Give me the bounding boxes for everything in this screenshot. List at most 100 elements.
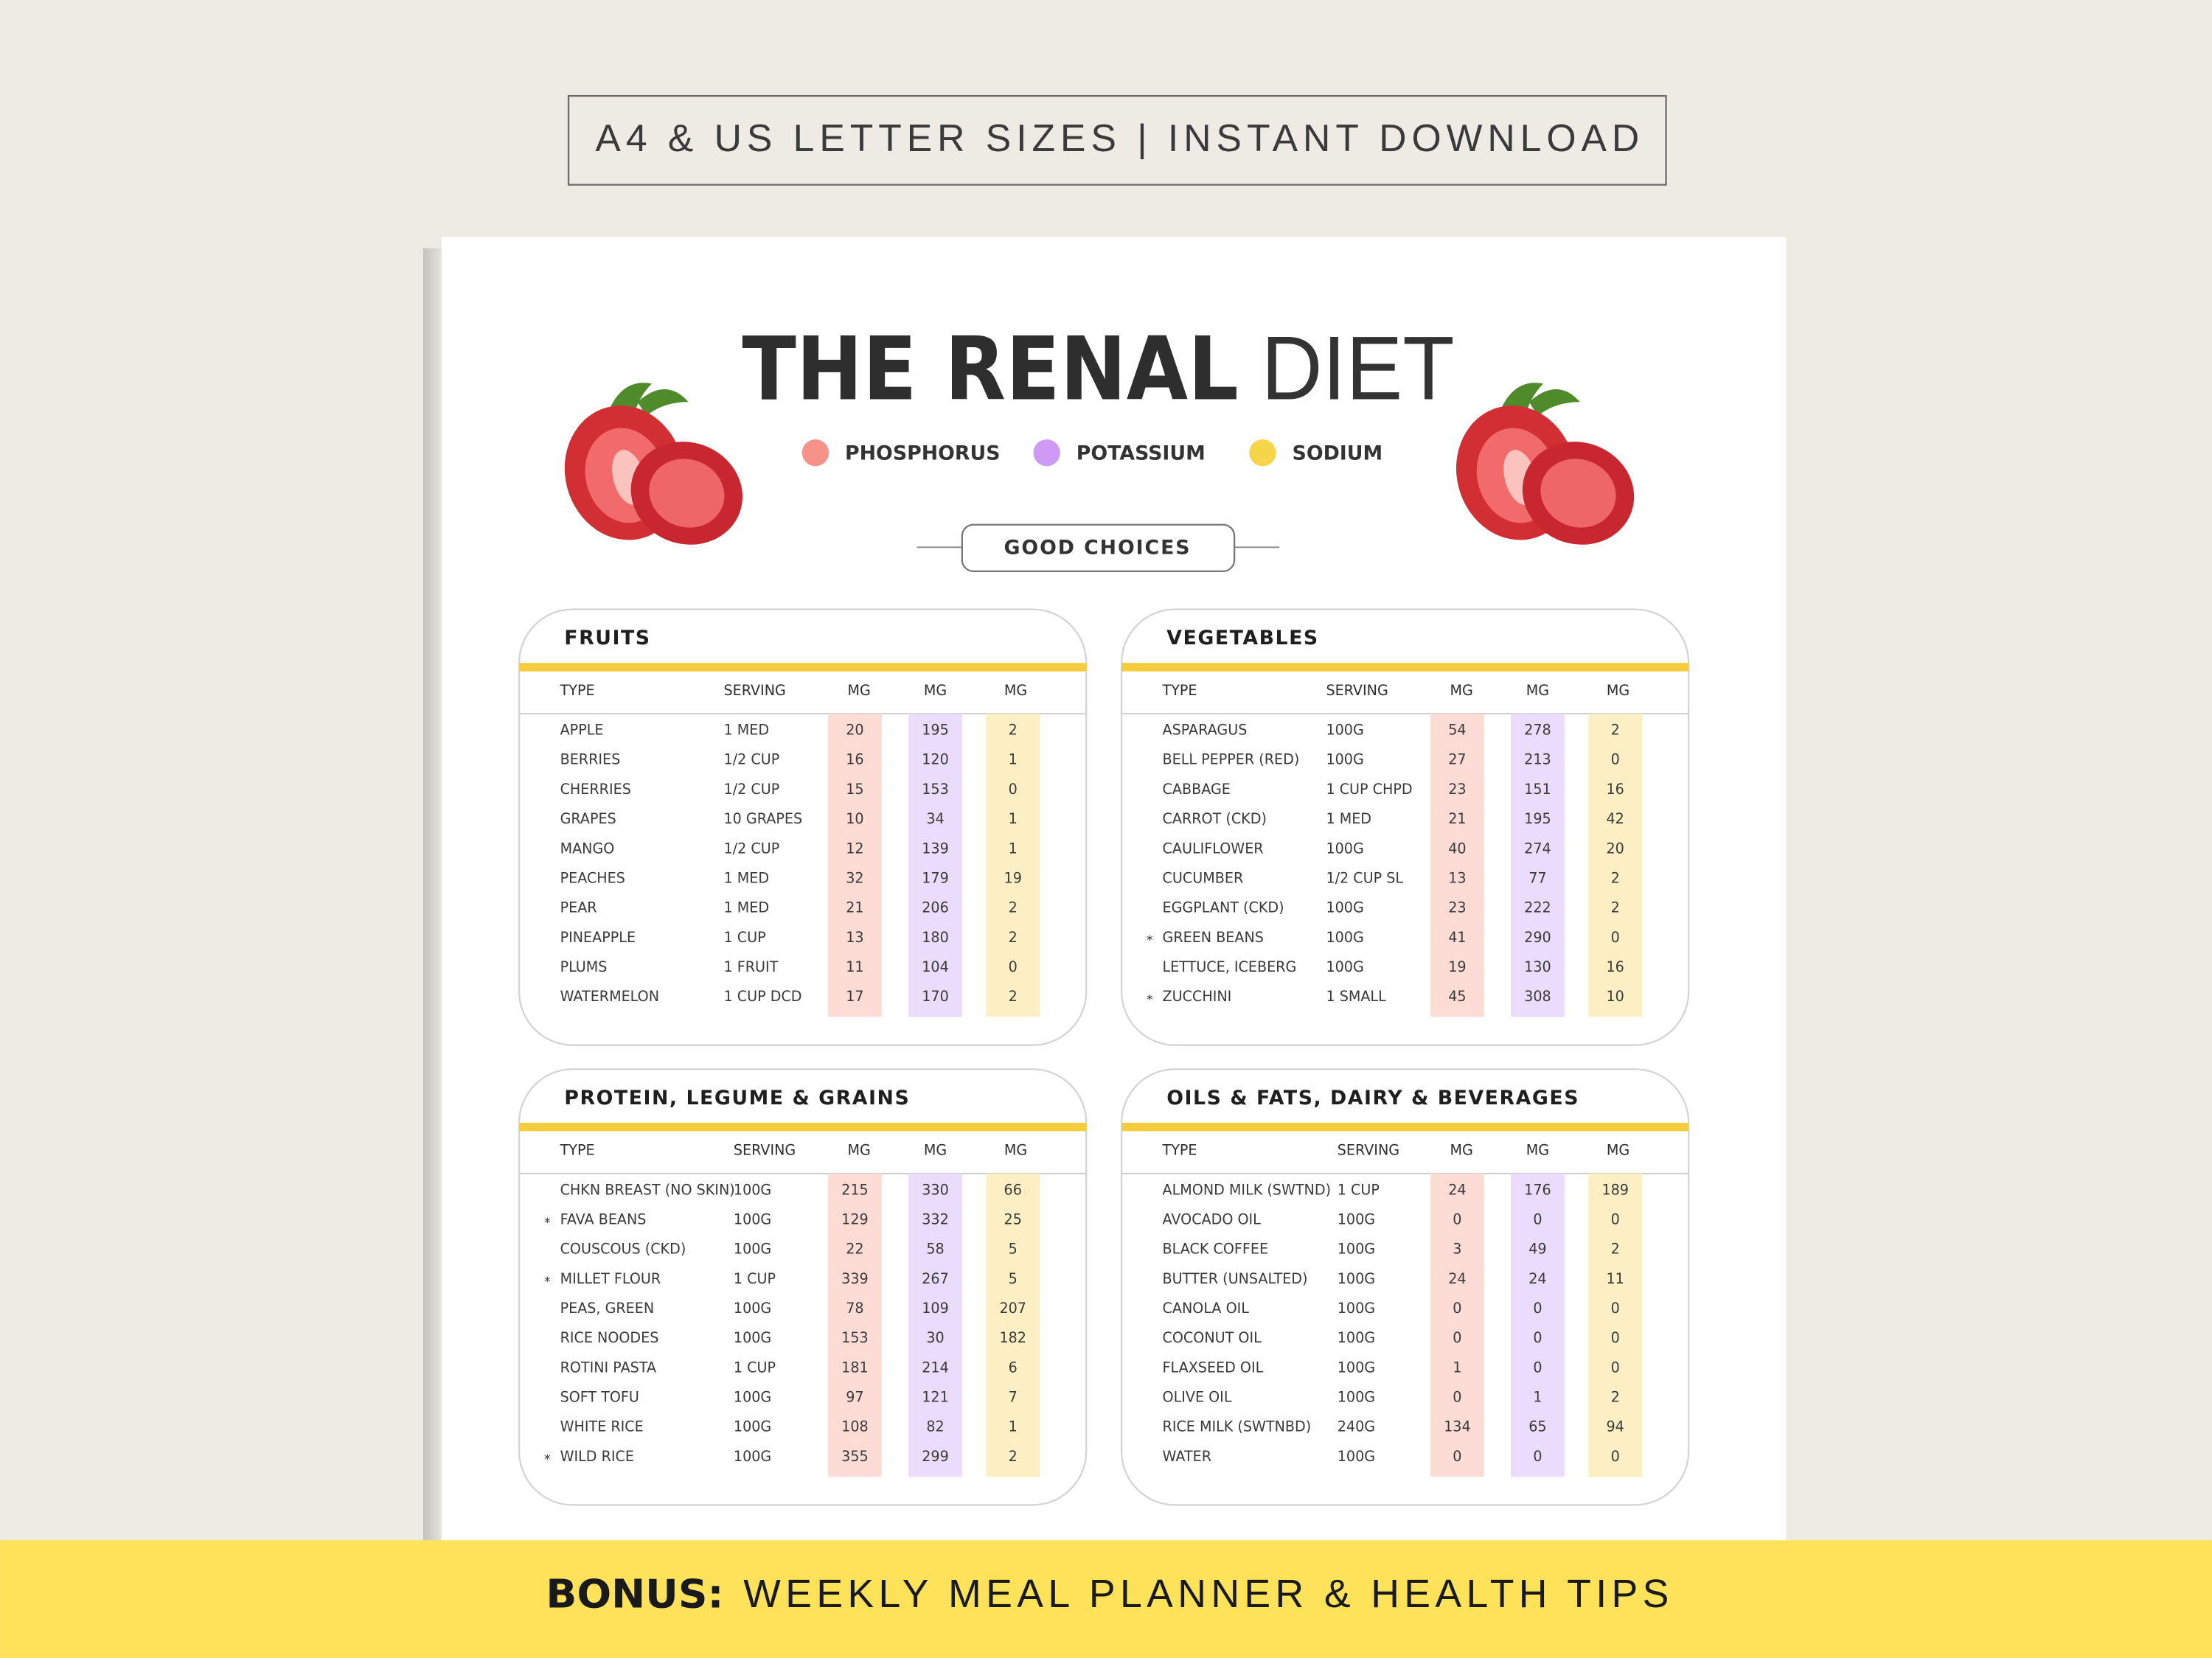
serving: 10 GRAPES: [724, 810, 803, 827]
mg-value: 308: [1524, 988, 1551, 1005]
mg-value: 32: [846, 869, 863, 886]
mg-value: 104: [922, 958, 949, 975]
column-header: MG: [1004, 1142, 1027, 1159]
food-type: SOFT TOFU: [560, 1389, 639, 1406]
food-type: CHERRIES: [560, 781, 631, 798]
food-type: PEAR: [560, 899, 597, 916]
food-type: CABBAGE: [1163, 781, 1231, 798]
mg-value: 0: [1533, 1329, 1542, 1346]
column-header: MG: [1526, 682, 1549, 699]
mg-value: 0: [1533, 1359, 1542, 1376]
mg-value: 12: [846, 840, 863, 857]
food-type: WATERMELON: [560, 988, 659, 1005]
mg-value: 0: [1611, 929, 1620, 946]
mg-value: 19: [1448, 958, 1466, 975]
mg-value: 10: [1607, 988, 1624, 1005]
food-type: BLACK COFFEE: [1163, 1241, 1269, 1258]
column-header: MG: [1450, 1142, 1472, 1159]
mg-value: 213: [1524, 751, 1551, 768]
column-header: TYPE: [1162, 682, 1197, 699]
serving: 1 CUP CHPD: [1326, 781, 1412, 798]
footer-text: WEEKLY MEAL PLANNER & HEALTH TIPS: [743, 1572, 1669, 1616]
mg-value: 25: [1004, 1211, 1022, 1227]
title-bar: [1121, 1122, 1689, 1132]
food-type: FLAXSEED OIL: [1163, 1359, 1264, 1376]
title-bar: [1121, 663, 1689, 672]
mg-value: 45: [1448, 988, 1466, 1005]
legend-dot: [1249, 439, 1276, 467]
serving: 1 CUP DCD: [724, 988, 802, 1005]
serving: 100G: [734, 1211, 771, 1227]
food-type: CARROT (CKD): [1163, 810, 1267, 827]
mg-value: 13: [846, 929, 863, 946]
mg-value: 189: [1601, 1181, 1629, 1198]
mg-value: 0: [1611, 1329, 1620, 1346]
mg-value: 2: [1611, 899, 1620, 916]
mg-value: 0: [1009, 958, 1018, 975]
column-header: MG: [1607, 682, 1630, 699]
serving: 1 MED: [724, 899, 770, 916]
mg-value: 2: [1009, 899, 1018, 916]
mg-value: 108: [841, 1418, 869, 1435]
mg-value: 97: [846, 1389, 863, 1406]
mg-value: 182: [999, 1329, 1026, 1346]
row-marker: *: [1147, 992, 1153, 1007]
food-type: PINEAPPLE: [560, 929, 636, 946]
mg-value: 1: [1009, 810, 1018, 827]
serving: 1 MED: [1326, 810, 1371, 827]
mg-value: 77: [1528, 869, 1546, 886]
serving: 1 CUP: [734, 1270, 776, 1287]
serving: 100G: [734, 1418, 771, 1435]
section-label: GOOD CHOICES: [1004, 537, 1192, 560]
mg-value: 22: [846, 1241, 863, 1258]
mg-value: 0: [1009, 781, 1018, 798]
legend-dot: [1033, 439, 1060, 467]
food-type: ALMOND MILK (SWTND): [1163, 1181, 1332, 1198]
mg-value: 180: [922, 929, 949, 946]
mg-value: 1: [1009, 840, 1018, 857]
column-band: [1588, 1173, 1643, 1477]
mg-value: 0: [1611, 1211, 1620, 1227]
column-band: [908, 1173, 962, 1477]
footer-bold: BONUS:: [546, 1570, 723, 1617]
mg-value: 11: [846, 958, 863, 975]
mg-value: 65: [1528, 1418, 1546, 1435]
table-title: FRUITS: [564, 627, 650, 649]
serving: 100G: [734, 1300, 771, 1317]
serving: 100G: [1338, 1270, 1375, 1287]
serving: 1 CUP: [724, 929, 766, 946]
column-band: [828, 714, 882, 1017]
mg-value: 49: [1528, 1241, 1546, 1258]
food-type: BUTTER (UNSALTED): [1163, 1270, 1308, 1287]
mg-value: 23: [1448, 899, 1466, 916]
mg-value: 21: [1448, 810, 1466, 827]
mg-value: 2: [1611, 722, 1620, 739]
mg-value: 10: [846, 810, 863, 827]
serving: 1 MED: [724, 869, 770, 886]
mg-value: 299: [922, 1448, 949, 1465]
mg-value: 78: [846, 1300, 863, 1317]
serving: 100G: [1326, 929, 1363, 946]
serving: 100G: [734, 1389, 771, 1406]
column-band: [1430, 714, 1484, 1017]
column-header: MG: [848, 1142, 871, 1159]
food-type: PEAS, GREEN: [560, 1300, 655, 1317]
mg-value: 207: [999, 1300, 1026, 1317]
mg-value: 355: [841, 1448, 869, 1465]
mg-value: 27: [1448, 751, 1466, 768]
food-type: RICE MILK (SWTNBD): [1163, 1418, 1312, 1435]
serving: 100G: [734, 1329, 771, 1346]
mg-value: 206: [922, 899, 949, 916]
mg-value: 5: [1009, 1241, 1018, 1258]
mg-value: 82: [926, 1418, 944, 1435]
food-type: CUCUMBER: [1163, 869, 1244, 886]
mg-value: 30: [926, 1329, 944, 1346]
mg-value: 2: [1009, 1448, 1018, 1465]
food-type: MANGO: [560, 840, 615, 857]
column-header: TYPE: [560, 682, 595, 699]
legend-dot: [801, 439, 830, 467]
row-marker: *: [1147, 933, 1153, 948]
mg-value: 7: [1009, 1389, 1018, 1406]
mg-value: 278: [1524, 722, 1551, 739]
